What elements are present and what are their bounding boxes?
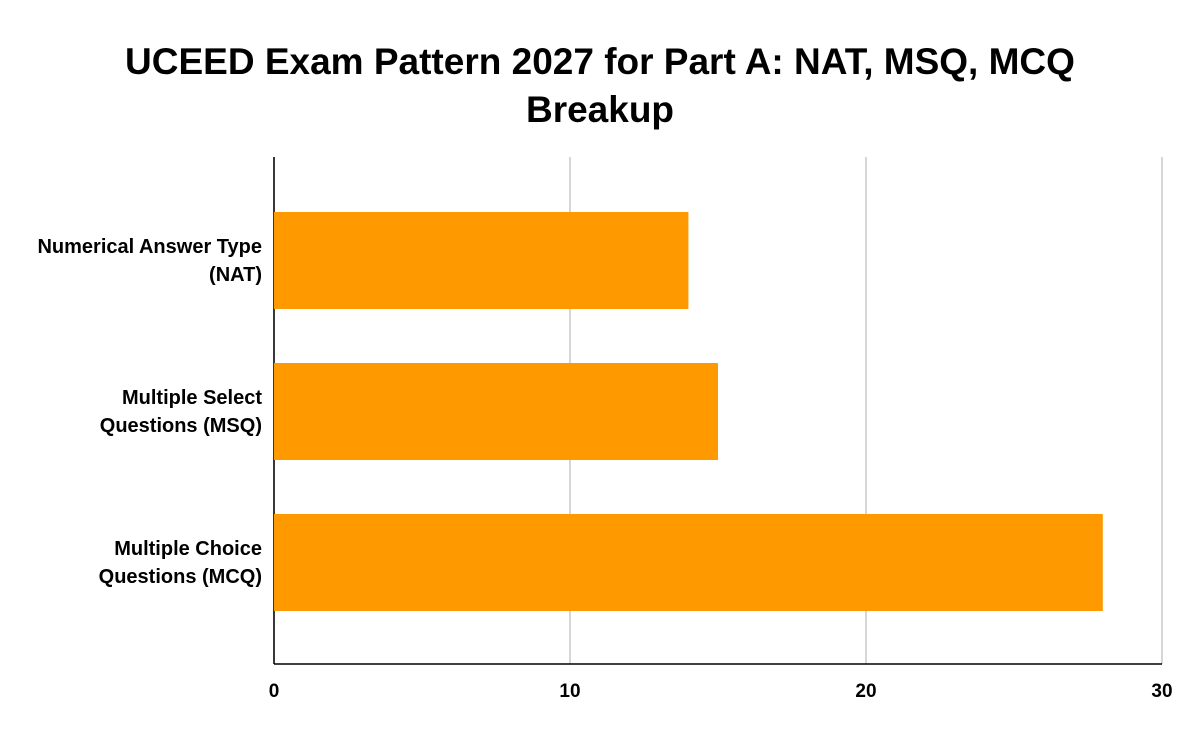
y-tick-label: Multiple Choice Questions (MCQ) (98, 537, 262, 588)
y-tick-label: Numerical Answer Type (NAT) (37, 235, 262, 286)
x-tick-label: 0 (269, 681, 280, 702)
bar (274, 212, 689, 309)
x-tick-label: 20 (855, 681, 876, 702)
bar (274, 514, 1103, 611)
y-tick-label: Multiple Select Questions (MSQ) (99, 386, 262, 437)
x-tick-label: 10 (559, 681, 580, 702)
bar (274, 363, 718, 460)
x-tick-label: 30 (1151, 681, 1172, 702)
chart-title: UCEED Exam Pattern 2027 for Part A: NAT,… (125, 41, 1075, 130)
